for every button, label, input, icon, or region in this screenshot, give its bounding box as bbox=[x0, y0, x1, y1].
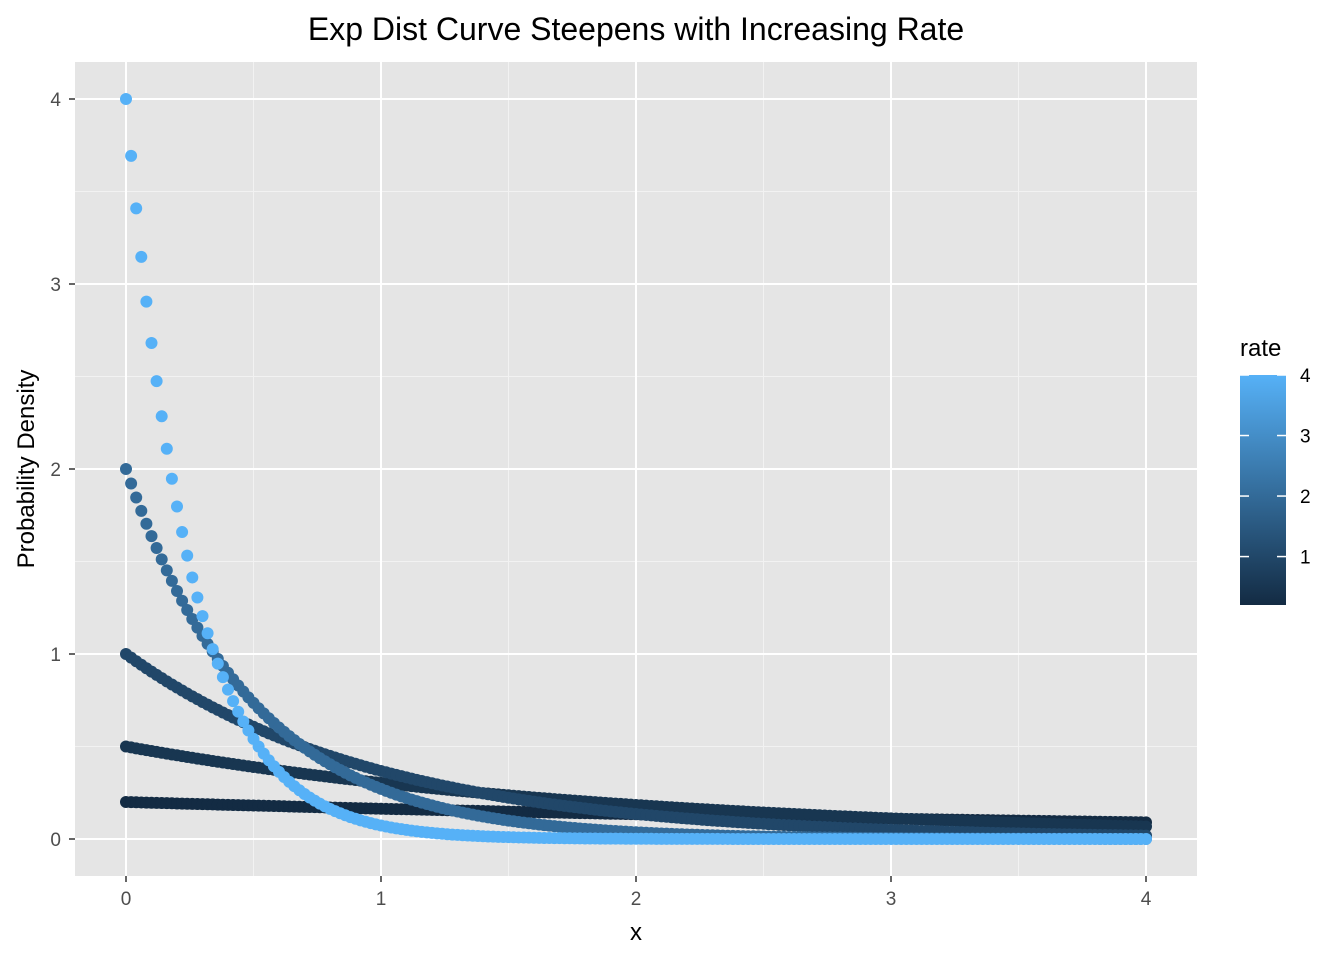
x-tick-label: 4 bbox=[1141, 889, 1152, 910]
data-point bbox=[186, 571, 199, 584]
x-tick-label: 0 bbox=[121, 889, 132, 910]
data-point bbox=[222, 683, 234, 696]
legend-title: rate bbox=[1240, 335, 1281, 362]
data-point bbox=[211, 657, 224, 670]
x-tick-label: 3 bbox=[886, 889, 897, 910]
data-point bbox=[196, 610, 209, 623]
data-point bbox=[176, 594, 189, 607]
data-point bbox=[125, 149, 138, 162]
data-point bbox=[160, 564, 173, 577]
y-axis: 0 1 2 3 4 bbox=[50, 90, 75, 851]
data-point bbox=[191, 591, 204, 604]
legend-tick-label: 1 bbox=[1300, 548, 1311, 569]
data-points bbox=[120, 93, 1152, 845]
data-point bbox=[232, 705, 245, 718]
data-point bbox=[130, 491, 143, 504]
data-point bbox=[145, 530, 158, 543]
data-point bbox=[150, 541, 163, 554]
data-point bbox=[181, 549, 194, 562]
data-point bbox=[120, 463, 132, 475]
y-tick-label: 1 bbox=[50, 645, 61, 666]
chart-title: Exp Dist Curve Steepens with Increasing … bbox=[308, 11, 964, 47]
data-point bbox=[135, 504, 148, 517]
data-point bbox=[140, 517, 153, 530]
series-rate-4 bbox=[120, 93, 1152, 845]
x-axis: 0 1 2 3 4 bbox=[121, 876, 1152, 910]
data-point bbox=[1140, 833, 1152, 845]
data-point bbox=[140, 295, 153, 308]
data-point bbox=[135, 250, 148, 263]
data-point bbox=[1140, 820, 1152, 833]
x-tick-label: 1 bbox=[376, 889, 387, 910]
data-point bbox=[171, 584, 183, 597]
y-tick-label: 0 bbox=[50, 830, 61, 851]
data-point bbox=[206, 643, 219, 656]
y-axis-title: Probability Density bbox=[13, 370, 40, 569]
data-point bbox=[145, 336, 158, 349]
data-point bbox=[120, 93, 132, 105]
data-point bbox=[216, 671, 229, 684]
data-point bbox=[237, 715, 250, 728]
data-point bbox=[171, 500, 183, 513]
x-axis-title: x bbox=[630, 919, 642, 946]
legend-tick-label: 2 bbox=[1300, 487, 1311, 508]
x-tick-label: 2 bbox=[631, 889, 642, 910]
data-point bbox=[176, 526, 189, 539]
data-point bbox=[125, 477, 138, 490]
legend-ticks: 1 2 3 4 bbox=[1240, 366, 1311, 569]
y-tick-label: 2 bbox=[50, 460, 61, 481]
data-point bbox=[130, 202, 143, 215]
legend: rate 1 2 3 4 bbox=[1240, 335, 1311, 605]
legend-tick-label: 4 bbox=[1300, 366, 1311, 387]
major-gridlines bbox=[75, 62, 1197, 876]
y-tick-label: 4 bbox=[50, 90, 61, 111]
legend-colorbar bbox=[1240, 375, 1286, 605]
legend-tick-label: 3 bbox=[1300, 427, 1311, 448]
data-point bbox=[227, 695, 240, 708]
data-point bbox=[165, 472, 178, 485]
data-point bbox=[160, 442, 173, 455]
data-point bbox=[201, 627, 214, 640]
y-tick-label: 3 bbox=[50, 275, 61, 296]
data-point bbox=[155, 553, 168, 566]
data-point bbox=[150, 375, 163, 388]
data-point bbox=[165, 574, 178, 587]
data-point bbox=[181, 604, 194, 617]
data-point bbox=[155, 410, 168, 423]
